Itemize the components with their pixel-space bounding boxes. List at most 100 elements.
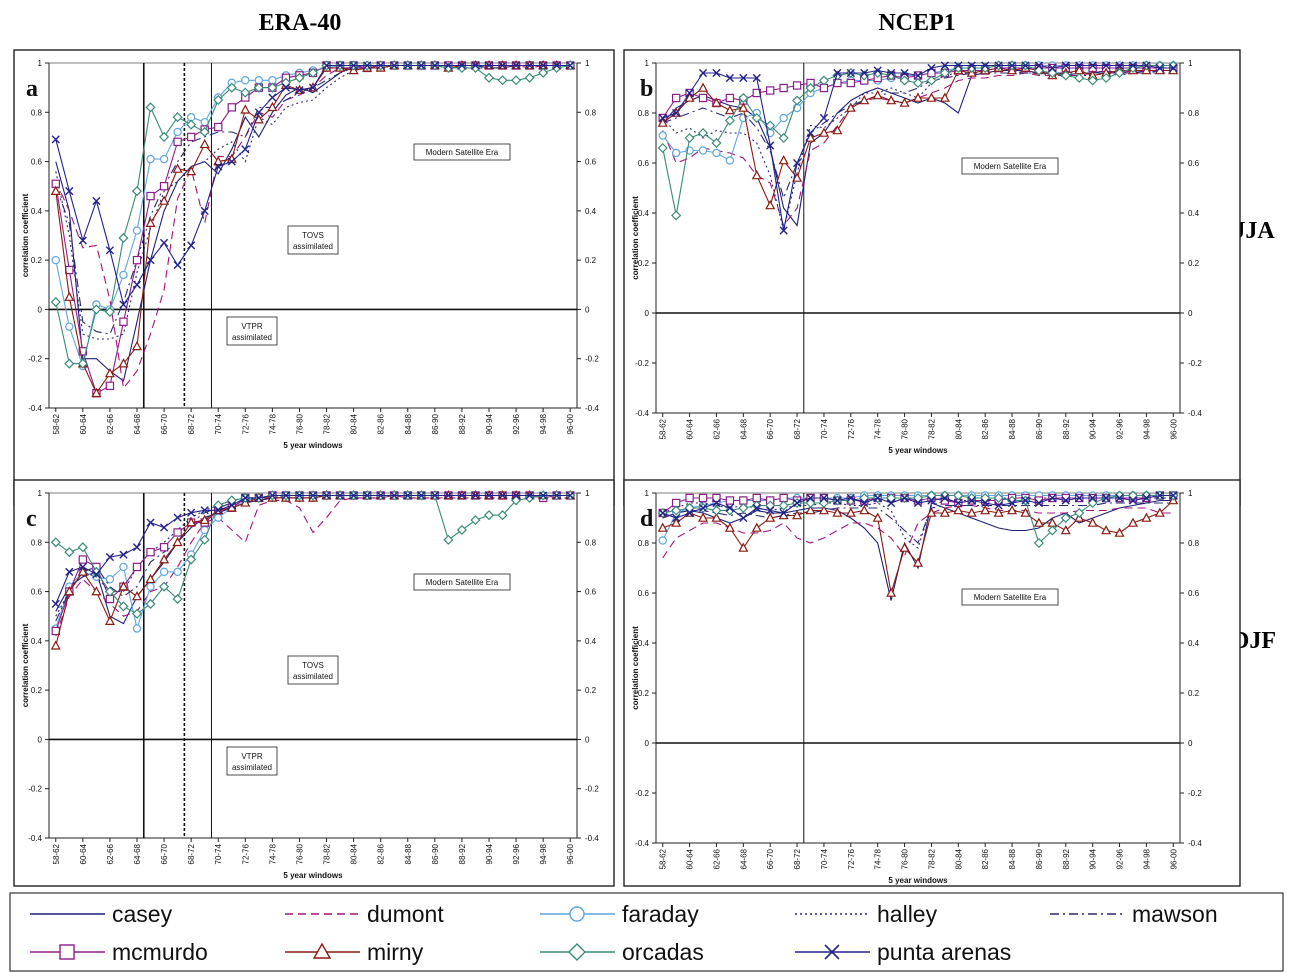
- y-tick-label: 0.2: [638, 689, 650, 698]
- data-point: [511, 61, 521, 70]
- y-tick-label-right: -0.2: [585, 785, 599, 794]
- data-point: [967, 61, 976, 70]
- legend-entry-mcmurdo: mcmurdo: [30, 939, 208, 965]
- data-point: [132, 562, 142, 572]
- data-point: [498, 61, 507, 70]
- data-point: [698, 146, 708, 155]
- x-tick-label: 90-94: [485, 413, 494, 434]
- data-point: [363, 61, 372, 70]
- y-tick-label: 0.4: [638, 639, 650, 648]
- x-tick-label: 72-76: [847, 418, 856, 439]
- data-point: [417, 491, 426, 500]
- data-point: [671, 210, 682, 221]
- data-point: [926, 507, 937, 517]
- legend-label: mirny: [367, 939, 424, 965]
- annotation-box: [961, 588, 1059, 606]
- data-point: [912, 77, 924, 89]
- panel-d: 1 1 0.8 0.8 0.6 0.6 0.4 0.4 0.2 0.2 0 0 -0.2 -0.2 -0.4…: [623, 479, 1241, 887]
- data-point: [483, 510, 495, 521]
- x-tick-label: 72-76: [241, 843, 250, 864]
- data-point: [119, 562, 128, 572]
- x-tick-label: 80-84: [954, 848, 963, 869]
- x-tick-label: 84-88: [404, 413, 413, 434]
- data-point: [819, 113, 829, 123]
- data-point: [64, 586, 75, 596]
- data-point: [725, 496, 735, 505]
- data-point: [805, 82, 816, 94]
- y-tick-label: -0.4: [635, 409, 649, 418]
- data-point: [77, 566, 88, 576]
- data-point: [712, 148, 721, 158]
- data-point: [78, 562, 87, 572]
- data-point: [214, 506, 223, 515]
- x-tick-label: 70-74: [214, 413, 223, 434]
- data-point: [214, 162, 223, 171]
- data-point: [214, 513, 223, 522]
- data-point: [779, 113, 788, 123]
- y-tick-label: 0: [38, 305, 43, 314]
- annotation-box: [226, 316, 278, 346]
- data-point: [846, 78, 856, 88]
- x-tick-label: 96-00: [566, 843, 575, 864]
- data-point: [845, 102, 856, 112]
- x-tick-label: 88-92: [1062, 848, 1071, 869]
- data-point: [159, 543, 169, 552]
- data-point: [78, 555, 88, 564]
- data-point: [308, 83, 318, 92]
- data-point: [444, 61, 453, 70]
- data-point: [132, 624, 142, 633]
- data-point: [1007, 505, 1018, 515]
- data-point: [698, 493, 708, 503]
- data-point: [738, 92, 749, 104]
- y-tick-label-right: 0.4: [1188, 209, 1200, 218]
- data-point: [159, 238, 169, 247]
- data-point: [322, 61, 331, 70]
- data-point: [671, 93, 681, 103]
- data-point: [926, 92, 937, 102]
- data-point: [685, 508, 694, 518]
- data-point: [268, 93, 277, 102]
- data-point: [953, 505, 964, 515]
- data-point: [778, 155, 789, 165]
- y-tick-label-right: -0.4: [585, 834, 599, 843]
- data-point: [912, 92, 924, 102]
- y-tick-label-right: 0.4: [585, 637, 597, 646]
- data-point: [497, 510, 508, 521]
- x-tick-label: 90-94: [1089, 418, 1098, 439]
- legend-marker: [569, 906, 585, 922]
- data-point: [939, 490, 950, 501]
- x-tick-label: 76-80: [901, 418, 910, 439]
- data-point: [376, 61, 385, 70]
- data-point: [253, 82, 264, 93]
- annotation-box: [287, 225, 339, 255]
- x-tick-label: 88-92: [458, 413, 467, 434]
- y-axis-label: correlation coefficient: [631, 196, 640, 280]
- column-title-ncep1: NCEP1: [878, 10, 955, 36]
- data-point: [752, 73, 761, 83]
- data-point: [792, 510, 803, 520]
- data-point: [131, 340, 143, 351]
- data-point: [1075, 493, 1084, 503]
- data-point: [267, 101, 278, 112]
- data-point: [751, 170, 762, 180]
- data-point: [105, 246, 115, 255]
- y-tick-label-right: -0.2: [585, 355, 599, 364]
- data-point: [818, 505, 829, 515]
- y-tick-label-right: 0.2: [585, 256, 597, 265]
- data-point: [65, 187, 74, 196]
- data-point: [470, 515, 481, 526]
- x-tick-label: 58-62: [659, 418, 668, 439]
- annotation-box: [287, 655, 339, 685]
- y-tick-label: 0.8: [638, 109, 650, 118]
- data-point: [64, 358, 75, 369]
- data-point: [186, 517, 197, 527]
- data-point: [281, 83, 291, 92]
- data-point: [159, 131, 170, 142]
- y-tick-label: 0: [645, 739, 650, 748]
- x-axis-label: 5 year windows: [283, 871, 343, 880]
- data-point: [887, 498, 896, 508]
- annotation-text: VTPR: [241, 322, 263, 331]
- y-tick-label-right: 0.2: [1188, 259, 1200, 268]
- data-point: [308, 491, 318, 500]
- y-tick-label-right: -0.4: [1188, 409, 1202, 418]
